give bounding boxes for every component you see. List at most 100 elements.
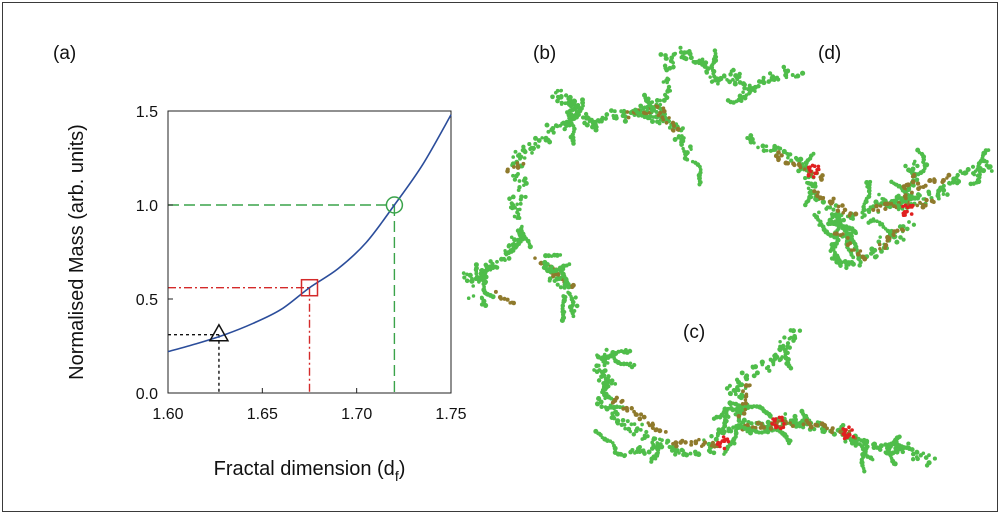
cluster-particle (680, 126, 685, 131)
cluster-particle (894, 239, 900, 245)
cluster-particle (911, 222, 917, 227)
cluster-particle (570, 107, 576, 113)
cluster-particle (845, 235, 850, 240)
cluster-particle (740, 81, 747, 87)
cluster-particle (633, 451, 637, 455)
cluster-particle (742, 85, 747, 91)
cluster-particle (777, 358, 782, 363)
cluster-particle (790, 73, 795, 77)
cluster-particle (841, 217, 846, 223)
cluster-particle (989, 169, 994, 173)
cluster-particle (649, 446, 655, 451)
cluster-particle (767, 368, 772, 373)
cluster-particle (696, 451, 701, 456)
cluster-particle (522, 176, 528, 182)
cluster-particle (817, 210, 821, 215)
cluster-particle (502, 296, 507, 301)
cluster-particle (722, 446, 727, 451)
cluster-particle (785, 68, 791, 73)
cluster-particle (666, 84, 672, 90)
cluster-particle (838, 223, 844, 228)
cluster-particle (771, 417, 775, 421)
cluster-particle (871, 441, 877, 447)
cluster-particle (506, 256, 512, 261)
cluster-particle (826, 221, 831, 227)
cluster-particle (629, 406, 634, 411)
cluster-particle (593, 428, 599, 434)
cluster-particle (683, 151, 689, 157)
cluster-particle (552, 279, 557, 283)
cluster-particle (760, 143, 766, 149)
cluster-particle (767, 71, 773, 76)
cluster-particle (894, 194, 899, 200)
cluster-particle (602, 352, 607, 357)
cluster-particle (872, 247, 878, 253)
cluster-particle (614, 404, 620, 410)
cluster-particle (878, 235, 882, 239)
cluster-particle (482, 280, 488, 286)
cluster-particle (812, 189, 817, 194)
cluster-particle (724, 386, 730, 391)
cluster-particle (511, 300, 517, 306)
cluster-particle (572, 308, 577, 313)
cluster-particle (555, 271, 561, 277)
cluster-particle (667, 444, 672, 450)
cluster-particle (505, 169, 510, 174)
cluster-particle (584, 115, 590, 121)
cluster-particle (565, 110, 569, 115)
cluster-particle (503, 258, 507, 262)
cluster-particle (677, 451, 681, 455)
cluster-particle (766, 79, 772, 84)
cluster-particle (571, 141, 576, 146)
cluster-particle (510, 194, 516, 200)
cluster-particle (785, 161, 791, 166)
cluster-particle (924, 197, 929, 203)
cluster-particle (522, 156, 527, 160)
cluster-particle (688, 451, 693, 456)
cluster-particle (906, 182, 911, 188)
cluster-particle (683, 56, 689, 62)
cluster-particle (610, 411, 615, 416)
cluster-particle (562, 126, 567, 132)
cluster-particle (836, 212, 842, 218)
cluster-particle (628, 429, 633, 434)
cluster-particle (885, 238, 890, 243)
cluster-particle (568, 103, 574, 109)
cluster-particle (836, 226, 841, 231)
cluster-particle (906, 441, 911, 446)
cluster-particle (841, 427, 845, 431)
cluster-particle (551, 130, 556, 135)
cluster-particle (536, 144, 541, 149)
cluster-particle (634, 426, 639, 431)
cluster-particle (571, 314, 576, 319)
cluster-particle (678, 49, 684, 55)
cluster-particle (512, 237, 518, 243)
cluster-particle (895, 228, 900, 233)
cluster-particle (780, 355, 785, 359)
cluster-particle (918, 185, 923, 189)
cluster-particle (520, 148, 525, 153)
cluster-particle (676, 134, 681, 139)
cluster-particle (790, 423, 795, 429)
cluster-particle (558, 253, 563, 257)
cluster-particle (638, 103, 644, 109)
cluster-particle (583, 111, 589, 117)
cluster-particle (517, 238, 522, 243)
cluster-particle (663, 56, 668, 61)
cluster-particle (923, 203, 928, 208)
cluster-particle (628, 449, 633, 455)
cluster-particle (479, 296, 485, 301)
cluster-particle (574, 303, 580, 309)
cluster-particle (519, 154, 524, 159)
guide-lines (168, 204, 396, 393)
cluster-particle (904, 445, 909, 451)
cluster-particle (842, 433, 847, 437)
cluster-particle (786, 152, 791, 157)
cluster-particle (673, 51, 678, 56)
cluster-particle (842, 207, 848, 213)
cluster-particle (765, 419, 771, 425)
cluster-particle (901, 237, 906, 242)
cluster-particle (559, 267, 564, 272)
cluster-particle (810, 163, 815, 168)
